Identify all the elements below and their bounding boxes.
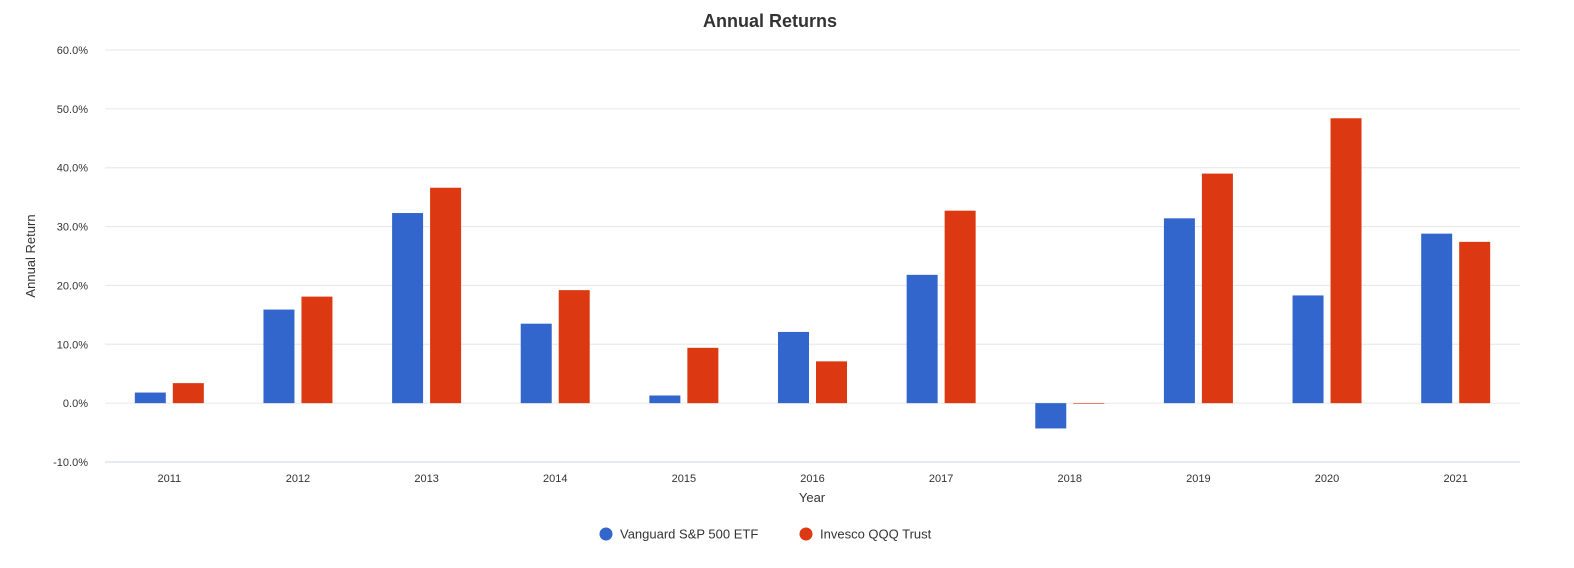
chart-title: Annual Returns	[703, 11, 837, 31]
y-axis-ticks: -10.0% 0.0% 10.0% 20.0% 30.0% 40.0% 50.0% 60.0%	[53, 45, 88, 469]
x-tick-label: 2017	[929, 473, 953, 485]
bar-vanguard-2013[interactable]	[392, 213, 424, 404]
bar-vanguard-2020[interactable]	[1292, 295, 1324, 404]
x-axis-title: Year	[799, 490, 826, 505]
legend-label: Invesco QQQ Trust	[820, 527, 932, 542]
y-axis-title: Annual Return	[23, 214, 38, 297]
x-tick-label: 2011	[157, 473, 181, 485]
bar-vanguard-2021[interactable]	[1421, 233, 1453, 404]
bar-invesco-2015[interactable]	[687, 347, 719, 404]
x-tick-label: 2021	[1443, 473, 1467, 485]
legend: Vanguard S&P 500 ETF Invesco QQQ Trust	[599, 527, 932, 542]
bars	[134, 118, 1491, 429]
bar-invesco-2021[interactable]	[1459, 241, 1491, 404]
bar-invesco-2019[interactable]	[1201, 173, 1233, 404]
y-tick-label: 30.0%	[57, 222, 88, 234]
x-tick-label: 2019	[1186, 473, 1210, 485]
legend-marker	[599, 527, 613, 541]
legend-item-vanguard[interactable]: Vanguard S&P 500 ETF	[599, 527, 759, 542]
x-tick-label: 2018	[1058, 473, 1082, 485]
bar-vanguard-2017[interactable]	[906, 274, 938, 404]
bar-invesco-2014[interactable]	[558, 290, 590, 404]
grid-lines	[105, 49, 1520, 463]
legend-marker	[799, 527, 813, 541]
bar-vanguard-2018[interactable]	[1035, 403, 1067, 429]
x-tick-label: 2015	[672, 473, 696, 485]
bar-vanguard-2012[interactable]	[263, 309, 295, 404]
y-tick-label: 0.0%	[63, 398, 88, 410]
y-tick-label: 40.0%	[57, 163, 88, 175]
x-tick-label: 2020	[1315, 473, 1339, 485]
bar-invesco-2016[interactable]	[816, 361, 847, 404]
y-tick-label: 20.0%	[57, 280, 88, 292]
x-tick-label: 2014	[543, 473, 567, 485]
x-axis-ticks: 2011 2012 2013 2014 2015 2016 2017 2018 2019 2020…	[157, 473, 1467, 485]
bar-vanguard-2014[interactable]	[520, 323, 552, 404]
x-tick-label: 2013	[414, 473, 438, 485]
bar-vanguard-2011[interactable]	[134, 392, 166, 404]
x-tick-label: 2016	[800, 473, 824, 485]
bar-invesco-2013[interactable]	[430, 187, 462, 404]
y-tick-label: -10.0%	[53, 457, 88, 469]
bar-invesco-2018[interactable]	[1073, 403, 1105, 404]
bar-invesco-2020[interactable]	[1330, 118, 1362, 404]
bar-invesco-2017[interactable]	[944, 210, 976, 404]
legend-item-invesco[interactable]: Invesco QQQ Trust	[799, 527, 932, 542]
bar-vanguard-2015[interactable]	[649, 395, 681, 404]
bar-invesco-2011[interactable]	[172, 383, 204, 404]
bar-vanguard-2016[interactable]	[778, 331, 809, 404]
bar-invesco-2012[interactable]	[301, 296, 333, 404]
y-tick-label: 10.0%	[57, 339, 88, 351]
legend-label: Vanguard S&P 500 ETF	[620, 527, 758, 542]
x-tick-label: 2012	[286, 473, 310, 485]
y-tick-label: 60.0%	[57, 45, 88, 57]
bar-vanguard-2019[interactable]	[1163, 218, 1195, 404]
y-tick-label: 50.0%	[57, 104, 88, 116]
